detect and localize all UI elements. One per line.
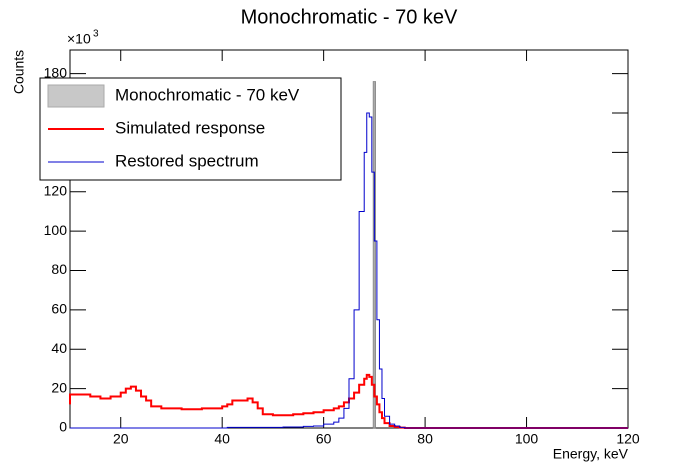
legend-swatch	[47, 84, 105, 108]
legend-label: Simulated response	[115, 118, 265, 137]
x-axis-label: Energy, keV	[553, 446, 629, 462]
series-line	[69, 373, 628, 429]
x-tick-label: 60	[316, 431, 332, 447]
y-tick-label: 60	[51, 301, 67, 317]
x-tick-label: 20	[113, 431, 129, 447]
x-tick-label: 100	[515, 431, 539, 447]
x-tick-label: 120	[616, 431, 640, 447]
x-tick-label: 80	[417, 431, 433, 447]
x-tick-label: 40	[214, 431, 230, 447]
chart-title: Monochromatic - 70 keV	[241, 6, 458, 28]
legend-label: Monochromatic - 70 keV	[115, 85, 300, 104]
y-tick-label: 100	[44, 222, 68, 238]
y-tick-label: 40	[51, 340, 67, 356]
plot-frame	[69, 49, 629, 429]
y-axis-label: Counts	[11, 50, 27, 94]
series-line	[70, 112, 628, 429]
legend-label: Restored spectrum	[115, 151, 259, 170]
y-multiplier-exponent: 3	[93, 29, 99, 40]
spike-bar	[372, 81, 376, 429]
y-tick-label: 0	[59, 419, 67, 435]
y-tick-label: 20	[51, 379, 67, 395]
y-tick-label: 80	[51, 261, 67, 277]
y-multiplier: ×10	[67, 31, 91, 47]
y-tick-label: 120	[44, 182, 68, 198]
y-tick-label: 180	[44, 64, 68, 80]
